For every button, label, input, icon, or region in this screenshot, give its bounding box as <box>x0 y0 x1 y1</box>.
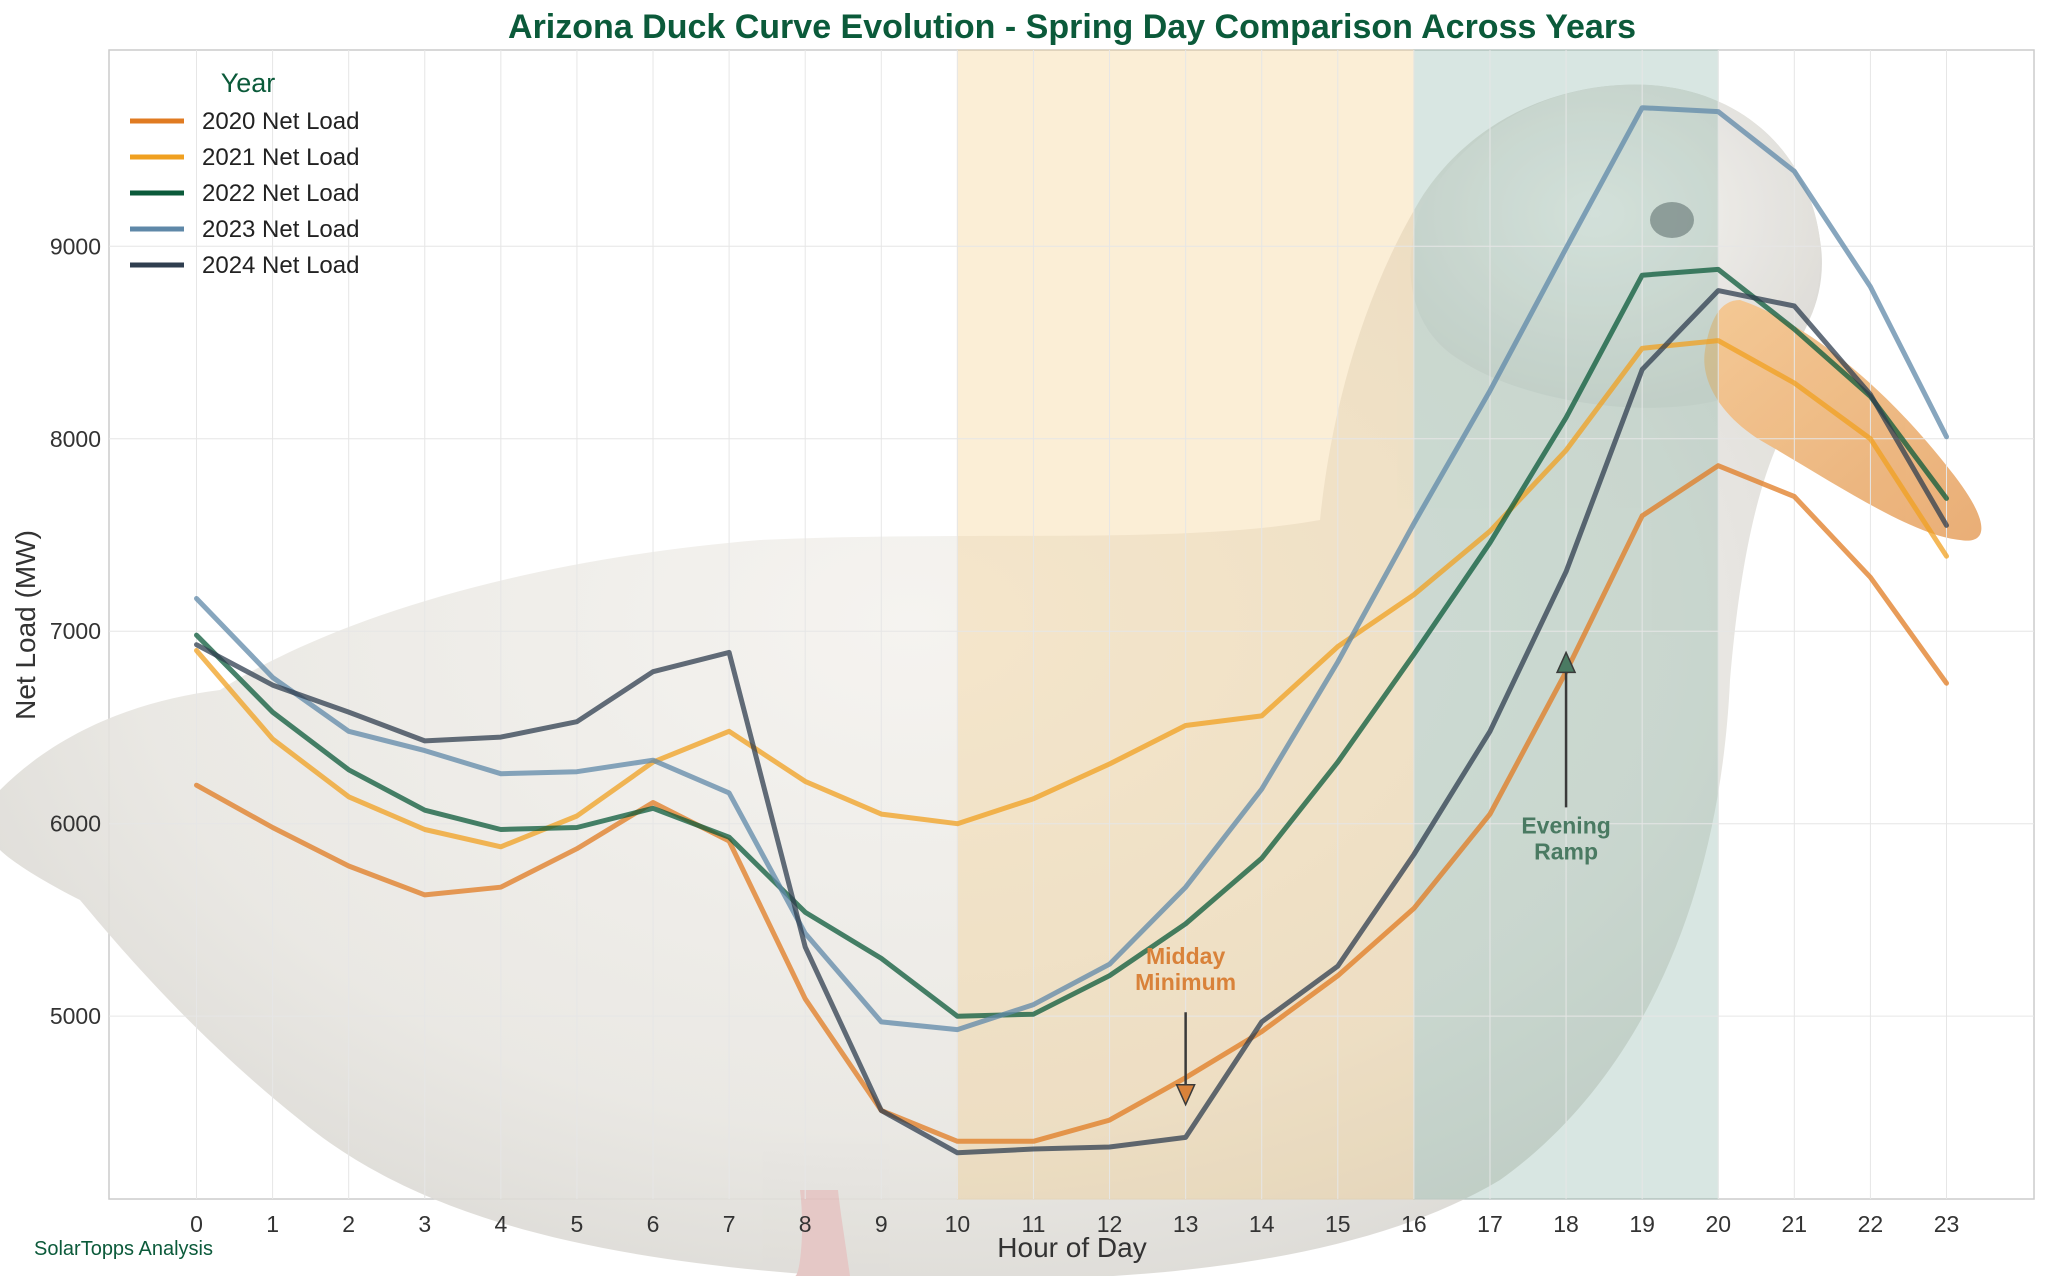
x-tick-label-6: 6 <box>647 1211 660 1237</box>
x-tick-label-10: 10 <box>945 1211 971 1237</box>
series-line-2024-net-load <box>194 288 1949 1156</box>
y-axis-label: Net Load (MW) <box>10 530 41 720</box>
annotation-text-0-1: Minimum <box>1135 969 1236 995</box>
x-tick-label-11: 11 <box>1022 1211 1046 1237</box>
x-tick-label-19: 19 <box>1629 1211 1655 1237</box>
y-tick-label-7000: 7000 <box>50 618 101 644</box>
annotation-text-1-1: Ramp <box>1534 838 1598 864</box>
x-tick-label-20: 20 <box>1705 1211 1731 1237</box>
legend-title: Year <box>221 68 276 98</box>
legend-entry-4: 2024 Net Load <box>202 252 359 279</box>
chart-title: Arizona Duck Curve Evolution - Spring Da… <box>508 8 1636 46</box>
series-line-2022-net-load <box>194 266 1949 1019</box>
annotation-arrow-head-1 <box>1555 650 1577 674</box>
legend: Year 2020 Net Load 2021 Net Load 2022 Net … <box>130 68 359 279</box>
x-tick-label-16: 16 <box>1401 1211 1427 1237</box>
legend-entry-3: 2023 Net Load <box>202 216 359 243</box>
x-tick-label-13: 13 <box>1173 1211 1199 1237</box>
x-tick-label-9: 9 <box>875 1211 888 1237</box>
series-line-2021-net-load <box>194 338 1949 850</box>
x-tick-label-14: 14 <box>1249 1211 1275 1237</box>
annotation-arrow-head-0 <box>1175 1083 1196 1107</box>
annotation-text-0-0: Midday <box>1146 943 1225 969</box>
x-axis-label: Hour of Day <box>997 1232 1146 1263</box>
legend-entry-1: 2021 Net Load <box>202 144 359 171</box>
x-tick-label-12: 12 <box>1097 1211 1123 1237</box>
legend-entry-2: 2022 Net Load <box>202 180 359 207</box>
y-axis-ticks: 5000 6000 7000 8000 9000 <box>50 233 101 1029</box>
x-tick-label-18: 18 <box>1553 1211 1579 1237</box>
x-tick-label-1: 1 <box>266 1211 279 1237</box>
x-tick-label-21: 21 <box>1782 1211 1808 1237</box>
y-tick-label-5000: 5000 <box>50 1003 101 1029</box>
gridlines <box>109 50 2034 1199</box>
x-axis-ticks: 0 1 2 3 4 5 6 7 8 9 10 11 12 13 14 15 16 17 18 19 20 21 22 23 <box>190 1211 1959 1237</box>
x-tick-label-2: 2 <box>342 1211 355 1237</box>
x-tick-label-17: 17 <box>1477 1211 1503 1237</box>
series-lines <box>194 105 1949 1156</box>
y-tick-label-9000: 9000 <box>50 233 101 259</box>
x-tick-label-0: 0 <box>190 1211 203 1237</box>
x-tick-label-8: 8 <box>799 1211 812 1237</box>
credit-text: SolarTopps Analysis <box>34 1238 213 1260</box>
x-tick-label-15: 15 <box>1325 1211 1351 1237</box>
x-tick-label-7: 7 <box>723 1211 736 1237</box>
x-tick-label-23: 23 <box>1934 1211 1960 1237</box>
x-tick-label-4: 4 <box>494 1211 507 1237</box>
annotation-text-1-0: Evening <box>1521 812 1610 838</box>
y-tick-label-8000: 8000 <box>50 426 101 452</box>
y-tick-label-6000: 6000 <box>50 811 101 837</box>
series-line-2020-net-load <box>194 463 1949 1144</box>
series-line-2023-net-load <box>194 105 1949 1033</box>
legend-entry-0: 2020 Net Load <box>202 108 359 135</box>
x-tick-label-3: 3 <box>418 1211 431 1237</box>
x-tick-label-5: 5 <box>571 1211 584 1237</box>
x-tick-label-22: 22 <box>1858 1211 1884 1237</box>
